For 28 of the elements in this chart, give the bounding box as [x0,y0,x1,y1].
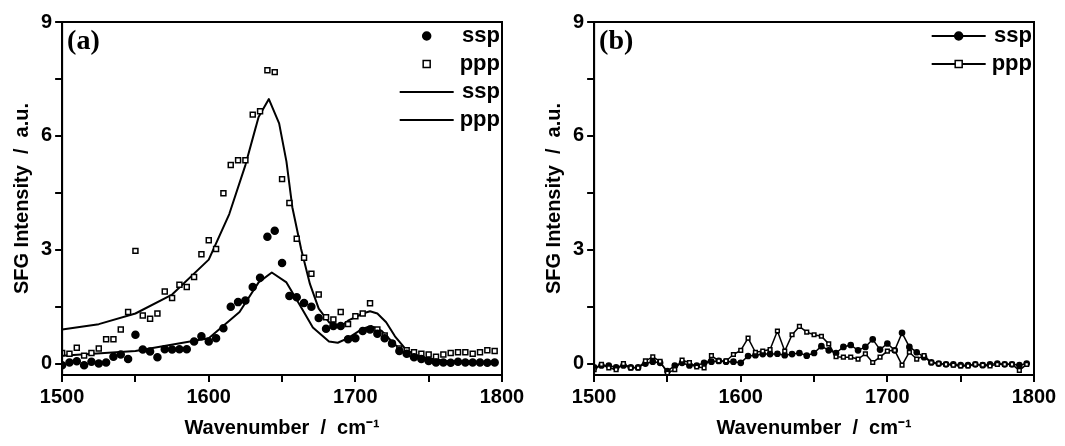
legend-label: ssp [994,22,1032,48]
legend-label: ssp [462,78,500,104]
y-tick-label: 0 [573,351,585,374]
x-tick-label: 1700 [333,384,378,407]
x-tick-label: 1800 [1011,384,1057,407]
x-tick-label: 1500 [39,384,85,407]
x-tick-label: 1600 [718,384,763,407]
y-axis-title: SFG Intensity / a.u. [9,102,32,295]
y-tick-label: 9 [573,9,585,32]
x-tick-label: 1600 [186,384,231,407]
legend-label: ppp [459,106,500,132]
legend-label: ssp [462,22,500,48]
x-tick-label: 1500 [571,384,617,407]
y-tick-label: 6 [41,123,53,146]
annotation: (b) [599,24,634,56]
annotation: (a) [67,24,100,56]
legend-label: ppp [459,50,500,76]
y-tick-label: 6 [573,123,585,146]
x-axis-title: Wavenumber / cm⁻¹ [716,415,912,438]
y-tick-label: 3 [41,237,53,260]
y-axis-title: SFG Intensity / a.u. [541,102,564,295]
y-tick-label: 9 [41,9,53,32]
y-tick-label: 0 [41,351,53,374]
x-axis-title: Wavenumber / cm⁻¹ [184,415,380,438]
legend-label: ppp [991,50,1032,76]
y-tick-label: 3 [573,237,585,260]
x-tick-label: 1800 [479,384,525,407]
x-tick-label: 1700 [865,384,910,407]
